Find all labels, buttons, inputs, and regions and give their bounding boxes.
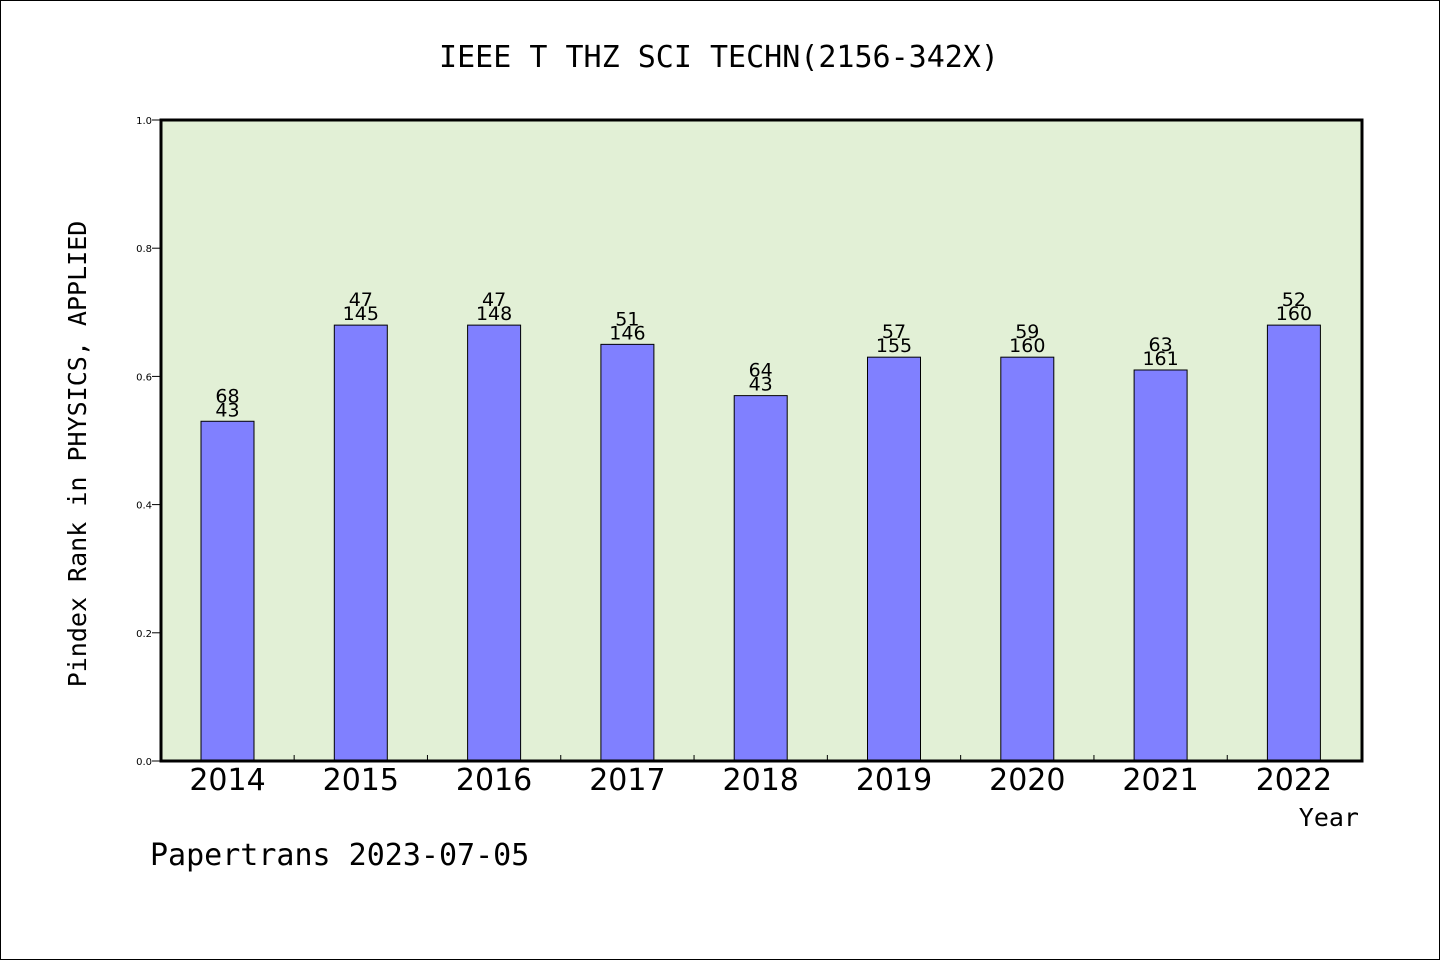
bar-2019 xyxy=(867,356,921,762)
y-axis-label: Pindex Rank in PHYSICS, APPLIED xyxy=(63,221,92,688)
y-tick-label-2: 0.4 xyxy=(136,501,152,512)
rank-label-2016: 47 xyxy=(482,289,506,311)
x-axis: 2014 2015 2016 2017 2018 2019 2020 2021 2022 xyxy=(189,755,1332,798)
y-tick-label-5: 1.0 xyxy=(136,116,152,127)
x-axis-label: Year xyxy=(1299,803,1359,832)
x-tick-label-2021: 2021 xyxy=(1122,763,1198,798)
bar-2022 xyxy=(1266,324,1321,762)
plot-border xyxy=(159,118,1364,763)
x-tick-label-2015: 2015 xyxy=(323,763,399,798)
rank-label-2019: 57 xyxy=(882,321,906,343)
x-tick-label-2017: 2017 xyxy=(589,763,665,798)
y-axis: 0.0 0.2 0.4 0.6 0.8 1.0 xyxy=(136,116,161,768)
rank-label-2015: 47 xyxy=(349,289,373,311)
y-tick-label-0: 0.0 xyxy=(136,757,152,768)
x-tick-label-2022: 2022 xyxy=(1256,763,1332,798)
rank-label-2018: 64 xyxy=(749,360,773,382)
bar-2016 xyxy=(467,324,522,762)
total-label-2015: 145 xyxy=(343,303,379,325)
rank-label-2021: 63 xyxy=(1149,334,1173,356)
bar-2021 xyxy=(1133,369,1188,762)
x-tick-label-2019: 2019 xyxy=(856,763,932,798)
total-label-2022: 160 xyxy=(1276,303,1312,325)
total-label-2019: 155 xyxy=(876,335,912,357)
total-label-2021: 161 xyxy=(1142,348,1178,370)
footer-text: Papertrans 2023-07-05 xyxy=(150,838,529,873)
rank-label-2017: 51 xyxy=(615,308,639,330)
total-label-2016: 148 xyxy=(476,303,512,325)
x-tick-label-2020: 2020 xyxy=(989,763,1065,798)
chart-title: IEEE T THZ SCI TECHN(2156-342X) xyxy=(439,40,999,75)
y-tick-label-4: 0.8 xyxy=(136,244,152,255)
bar-2017 xyxy=(600,343,655,762)
bar-2014 xyxy=(200,420,255,762)
x-tick-label-2014: 2014 xyxy=(189,763,265,798)
bars-group xyxy=(200,324,1321,762)
total-label-2020: 160 xyxy=(1009,335,1045,357)
y-tick-label-3: 0.6 xyxy=(136,372,152,383)
total-label-2014: 43 xyxy=(215,399,239,421)
total-label-2017: 146 xyxy=(609,322,645,344)
bar-2020 xyxy=(1000,356,1055,762)
x-tick-label-2016: 2016 xyxy=(456,763,532,798)
bar-2018 xyxy=(733,395,788,762)
x-tick-label-2018: 2018 xyxy=(723,763,799,798)
rank-label-2014: 68 xyxy=(215,385,239,407)
bar-2015 xyxy=(333,324,388,762)
y-tick-label-1: 0.2 xyxy=(136,629,152,640)
rank-label-2020: 59 xyxy=(1015,321,1039,343)
rank-label-2022: 52 xyxy=(1282,289,1306,311)
total-label-2018: 43 xyxy=(749,374,773,396)
